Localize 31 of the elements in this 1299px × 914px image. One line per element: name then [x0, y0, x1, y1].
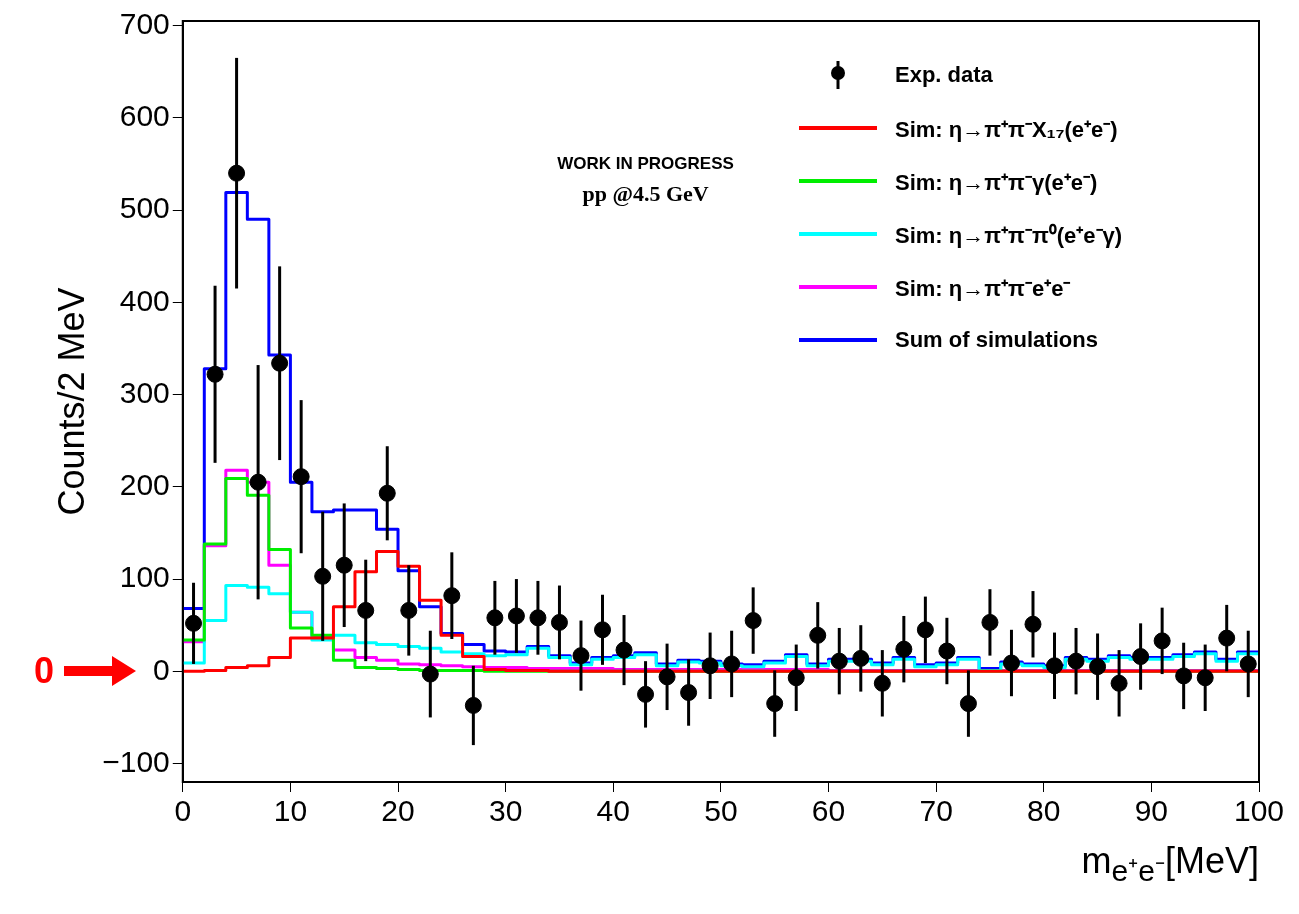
- legend-label: Sim: η→π⁺π⁻e⁺e⁻: [895, 274, 1071, 302]
- y-tick-label: 200: [119, 468, 170, 502]
- y-tick-label: 400: [119, 283, 170, 317]
- y-tick-label: 500: [119, 191, 170, 225]
- legend-label: Sim: η→π⁺π⁻γ(e⁺e⁻): [895, 168, 1098, 196]
- x-tick-label: 90: [1134, 794, 1169, 828]
- x-tick-label: 60: [811, 794, 846, 828]
- x-tick-label: 30: [488, 794, 523, 828]
- annotation: pp @4.5 GeV: [582, 180, 709, 206]
- y-tick-label: 0: [153, 652, 170, 686]
- x-tick-label: 100: [1233, 794, 1285, 828]
- y-tick-label: 600: [119, 99, 170, 133]
- y-tick-label: −100: [102, 744, 170, 778]
- y-tick-label: 100: [119, 560, 170, 594]
- legend-label: Sim: η→π⁺π⁻X₁₇(e⁺e⁻): [895, 115, 1118, 143]
- y-tick-label: 700: [119, 6, 170, 40]
- x-tick-label: 0: [174, 794, 192, 828]
- x-tick-label: 80: [1027, 794, 1061, 828]
- x-tick-label: 50: [704, 794, 738, 828]
- x-tick-label: 20: [381, 794, 415, 828]
- legend-label: Exp. data: [895, 61, 993, 88]
- x-tick-label: 70: [919, 794, 953, 828]
- x-axis-title: m$_{e⁺e⁻}$[MeV]: [1081, 840, 1259, 890]
- text: 0: [34, 649, 55, 694]
- annotation: WORK IN PROGRESS: [557, 153, 734, 173]
- x-tick-label: 40: [596, 794, 630, 828]
- y-axis-title: Counts/2 MeV: [50, 287, 92, 516]
- legend-label: Sum of simulations: [895, 326, 1098, 353]
- x-tick-label: 10: [273, 794, 308, 828]
- y-tick-label: 300: [119, 375, 170, 409]
- legend-label: Sim: η→π⁺π⁻π⁰(e⁺e⁻γ): [895, 221, 1123, 249]
